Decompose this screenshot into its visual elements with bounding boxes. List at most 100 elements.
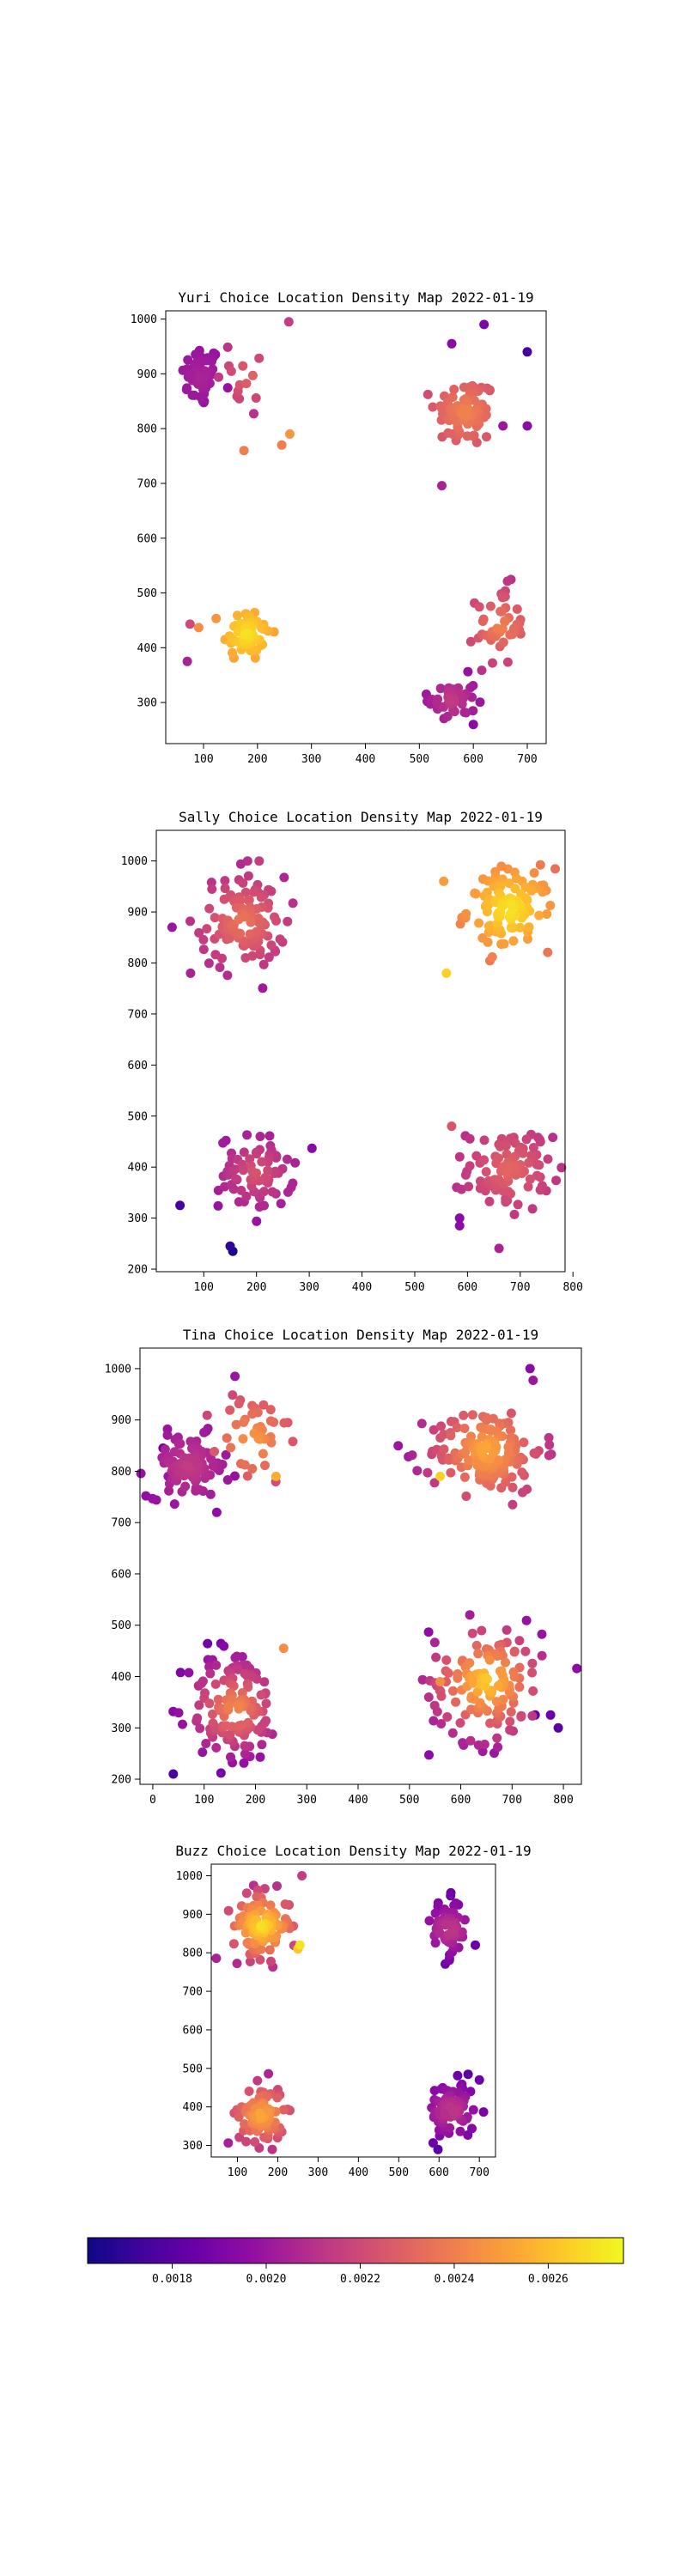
scatter-point [518,1487,527,1498]
scatter-point [247,1464,258,1473]
scatter-point [234,1721,245,1731]
scatter-point [443,1668,453,1678]
y-tick-label: 700 [128,1008,148,1021]
x-tick-label: 200 [246,1281,266,1294]
x-tick-label: 400 [352,1281,372,1294]
scatter-point [544,1450,554,1461]
scatter-point [175,1438,185,1449]
x-tick-label: 600 [463,753,483,766]
scatter-point [465,1133,475,1144]
scatter-point [232,611,242,621]
scatter-point [471,889,481,899]
y-tick-label: 1000 [131,313,157,326]
y-tick-label: 700 [112,1517,131,1530]
scatter-point [193,623,204,633]
scatter-point [522,347,532,357]
scatter-point [461,908,471,919]
scatter-point [259,1200,269,1211]
scatter-point [283,317,294,327]
x-tick-label: 300 [297,1794,317,1807]
scatter-point [242,1671,252,1681]
x-tick-label: 400 [349,2166,368,2179]
scatter-point [271,1471,281,1481]
y-tick-label: 500 [137,587,157,600]
scatter-point [441,968,452,978]
y-tick-label: 300 [183,2140,203,2153]
x-tick-label: 300 [301,753,321,766]
scatter-point [211,1660,222,1670]
scatter-point [247,951,258,961]
colorbar: 0.0018 0.0020 0.0022 0.0024 0.0026 [87,2237,624,2286]
scatter-point [183,1461,193,1471]
scatter-point [519,1437,529,1448]
scatter-point [524,922,534,933]
scatter-point [462,431,472,441]
scatter-point [499,939,509,949]
plot-frame [210,1863,496,2158]
scatter-point [465,1735,476,1746]
scatter-points [211,1871,489,2154]
scatter-point [544,1432,554,1443]
scatter-point [230,1164,240,1175]
scatter-point [239,1147,249,1157]
scatter-point [255,1954,265,1965]
y-tick-label: 800 [137,423,157,436]
scatter-point [417,1674,428,1685]
scatter-point [498,637,508,647]
scatter-point [175,1200,185,1211]
scatter-point [205,1668,216,1679]
scatter-point [252,1149,262,1159]
scatter-point [436,1421,446,1431]
scatter-point [483,1674,492,1684]
scatter-point [472,1686,483,1697]
scatter-point [494,1243,504,1254]
scatter-point [435,683,446,694]
scatter-point [502,1625,512,1635]
scatter-point [220,884,230,894]
scatter-point [452,1423,462,1432]
scatter-point [523,1182,533,1192]
scatter-point [208,1718,218,1728]
scatter-point [222,342,233,352]
scatter-point [503,1166,514,1176]
scatter-point [201,1739,211,1748]
scatter-point [221,1449,231,1460]
scatter-point [457,697,466,708]
scatter-point [447,338,457,349]
scatter-point [223,1905,234,1916]
x-tick-label: 700 [469,2166,489,2179]
scatter-point [206,878,216,888]
scatter-point [236,1185,246,1195]
scatter-point [258,983,268,993]
scatter-point [490,1182,501,1193]
scatter-point [433,694,443,704]
scatter-point [259,1677,270,1687]
scatter-point [503,1187,514,1197]
scatter-point [493,1742,503,1753]
scatter-point [428,402,438,412]
scatter-point [460,1447,471,1457]
chart-title: Sally Choice Location Density Map 2022-0… [179,809,543,825]
scatter-point [210,913,220,923]
scatter-points [167,856,567,1256]
scatter-point [526,1151,537,1161]
y-tick-label: 600 [128,1060,148,1072]
scatter-point [447,1728,458,1738]
chart-title: Tina Choice Location Density Map 2022-01… [183,1327,538,1343]
scatter-point [520,882,531,892]
colorbar-tick-label: 0.0018 [152,2273,192,2286]
scatter-point [136,1468,146,1479]
scatter-point [228,1390,238,1400]
scatter-point [468,2105,478,2115]
y-tick-label: 900 [137,368,157,381]
scatter-point [204,903,215,914]
scatter-point [509,1672,520,1682]
scatter-point [481,1443,491,1454]
scatter-point [497,592,508,603]
scatter-point [505,629,515,640]
scatter-point [446,1891,456,1901]
scatter-point [553,1722,563,1733]
scatter-point [233,1664,243,1674]
scatter-point [521,1134,532,1145]
x-tick-label: 600 [451,1794,471,1807]
